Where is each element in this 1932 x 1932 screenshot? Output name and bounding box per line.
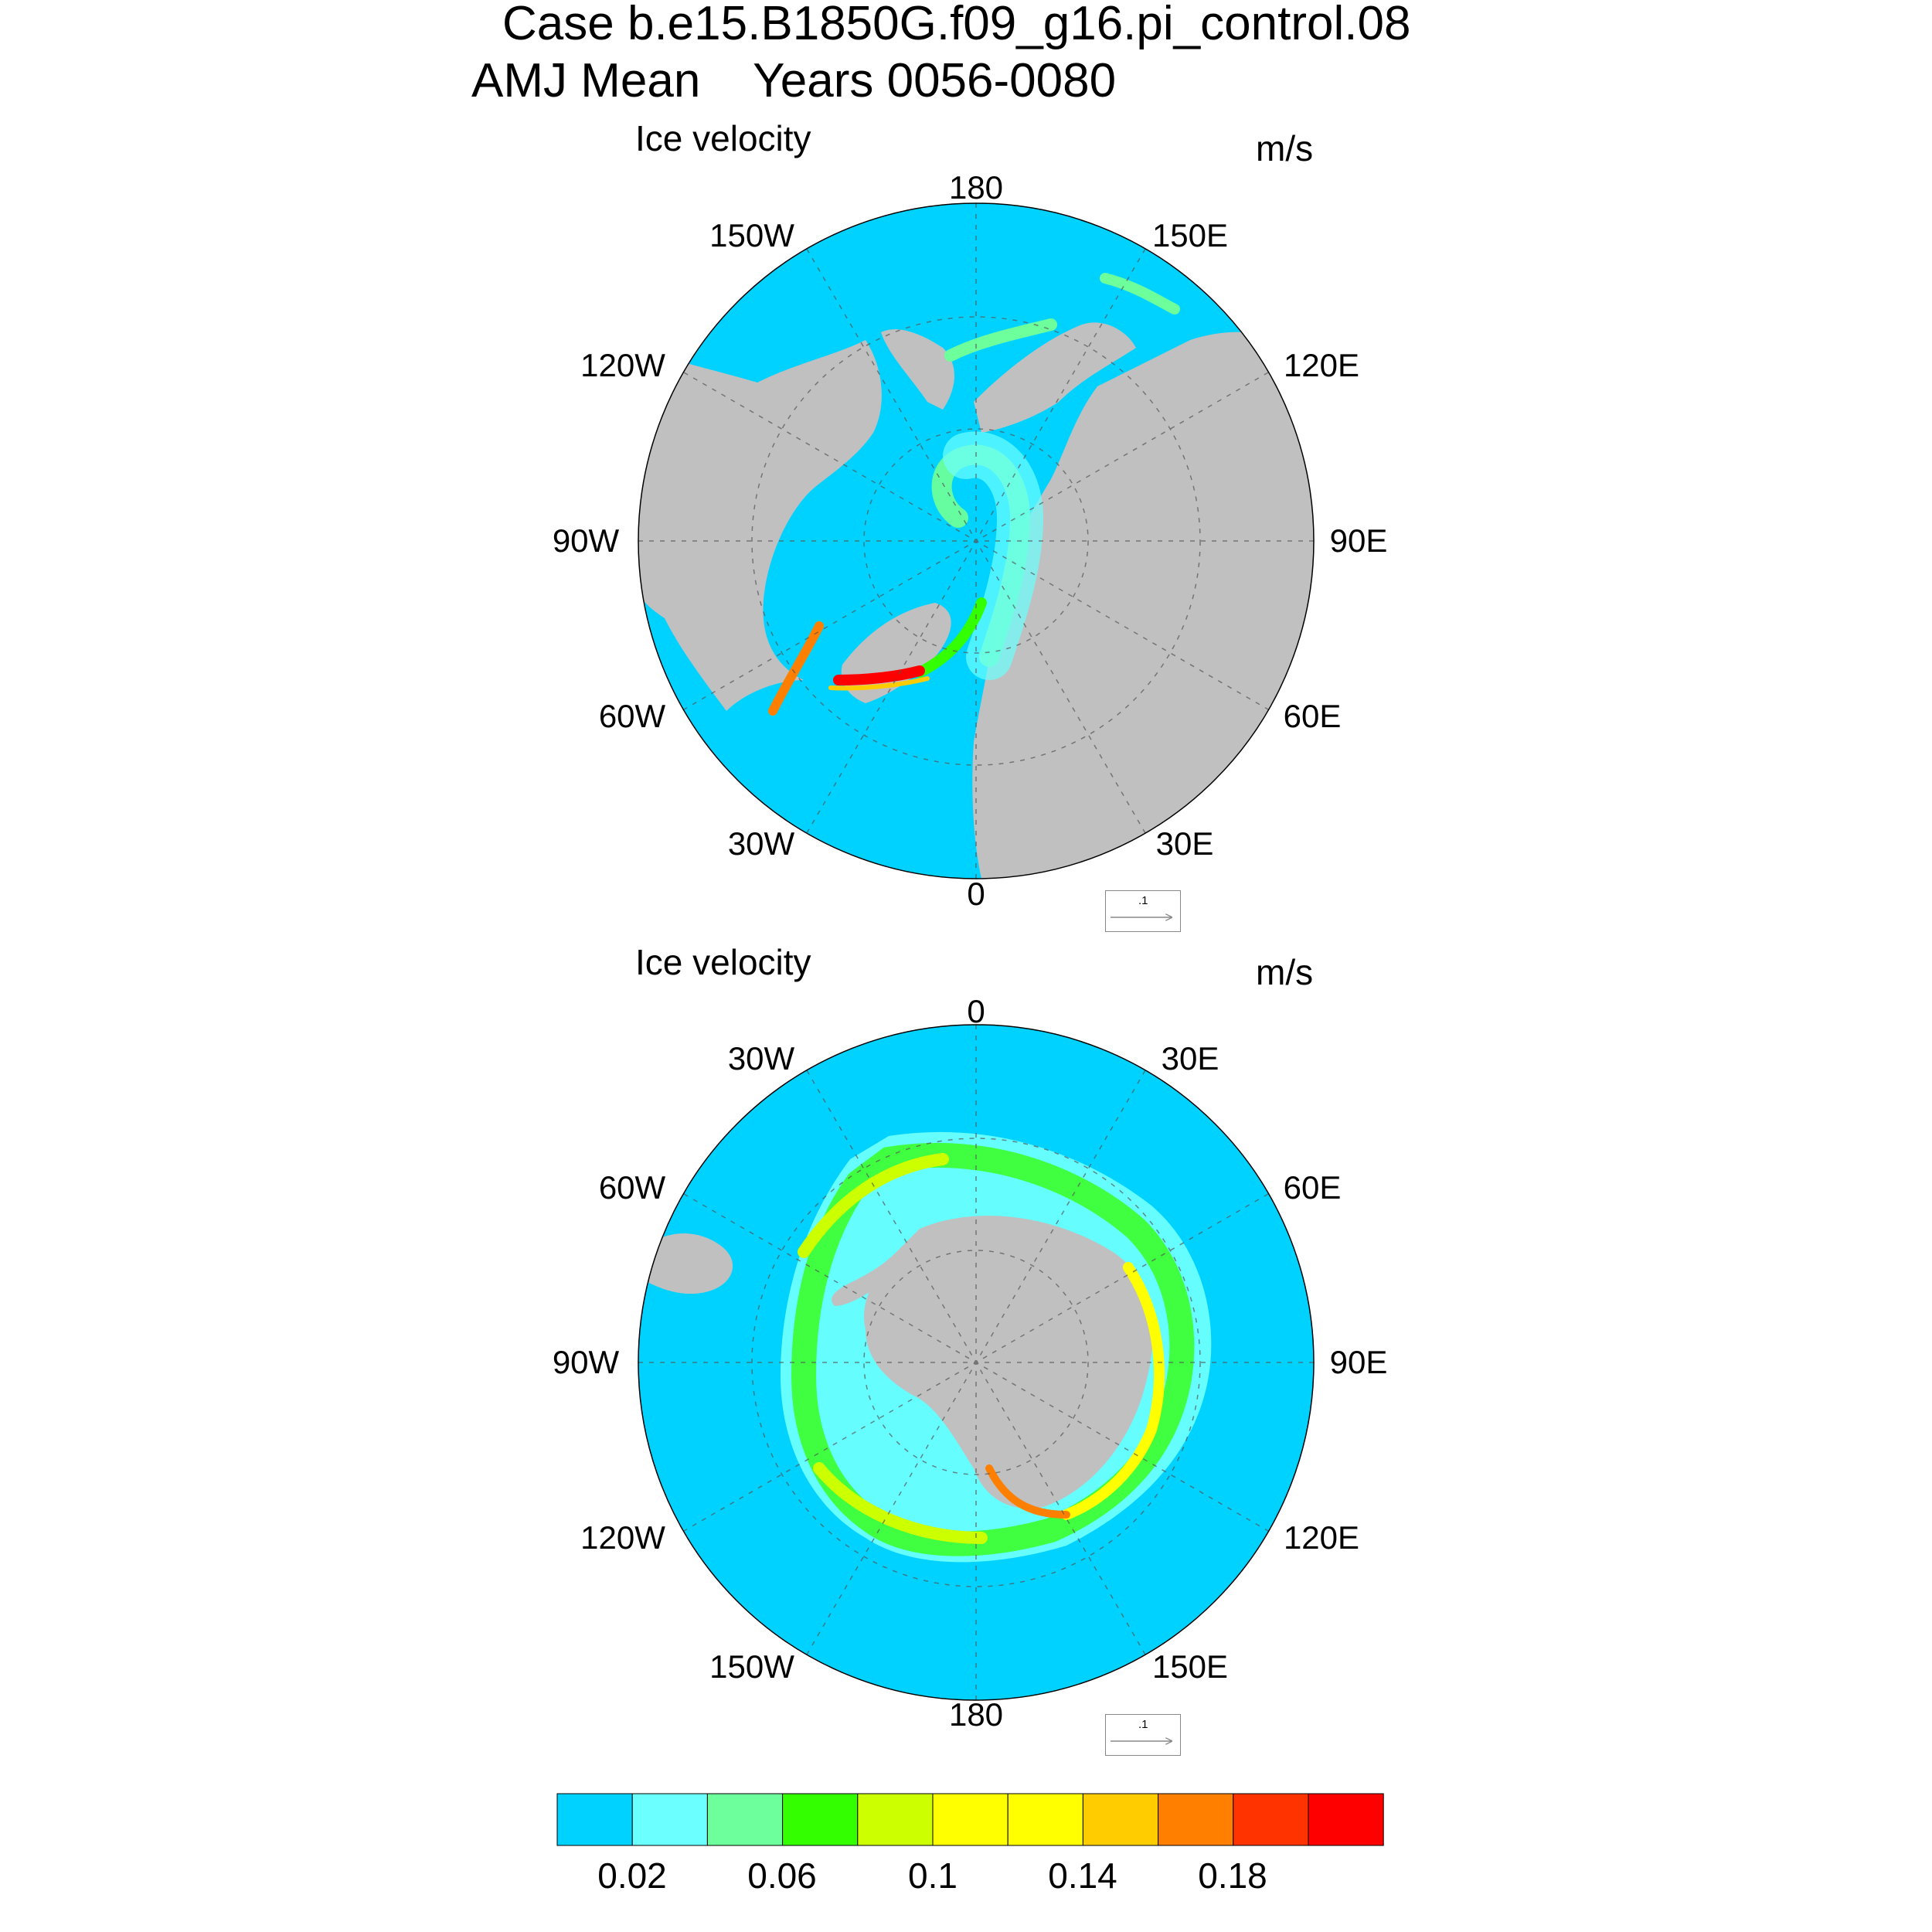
greenland-current-band — [833, 665, 925, 685]
colorbar-swatch-0 — [556, 1793, 633, 1846]
coastal-band-east — [1061, 1262, 1165, 1520]
case-title: Case b.e15.B1850G.f09_g16.pi_control.08 — [502, 0, 1411, 50]
greenland-current-edge — [828, 676, 930, 691]
north-reference-vector-box: .1 — [1105, 890, 1181, 932]
chukotka-land — [974, 322, 1136, 433]
labrador-band — [768, 621, 824, 716]
north-panel-title: Ice velocity — [635, 118, 811, 158]
colorbar-label-1: 0.06 — [747, 1855, 817, 1896]
south-lon-120e: 120E — [1283, 1519, 1360, 1556]
south-lon-120w: 120W — [580, 1519, 665, 1556]
colorbar-swatch-4 — [857, 1793, 934, 1846]
north-lon-60e: 60E — [1283, 698, 1342, 734]
north-polar-map — [638, 202, 1315, 879]
north-panel-units: m/s — [1256, 128, 1314, 168]
okhotsk-band — [1100, 273, 1180, 315]
colorbar-swatch-9 — [1233, 1793, 1309, 1846]
colorbar-swatch-2 — [706, 1793, 784, 1846]
north-lon-120w: 120W — [580, 347, 665, 383]
south-lon-90e: 90E — [1329, 1344, 1388, 1380]
north-lon-30w: 30W — [727, 825, 795, 862]
colorbar-label-3: 0.14 — [1048, 1855, 1117, 1896]
south-polar-map — [638, 1024, 1315, 1701]
south-lon-150e: 150E — [1151, 1648, 1229, 1685]
alaska-land — [881, 329, 954, 410]
south-america-land — [638, 1233, 733, 1294]
south-lon-60e: 60E — [1283, 1169, 1342, 1206]
south-lon-30e: 30E — [1161, 1040, 1219, 1077]
colorbar-swatch-1 — [631, 1793, 708, 1846]
ross-sea-band — [813, 1462, 988, 1544]
north-reference-vector-value: .1 — [1138, 894, 1148, 907]
fram-strait-band — [914, 597, 987, 678]
antarctic-peninsula-land — [832, 1252, 896, 1306]
north-lon-0: 0 — [967, 876, 985, 912]
south-lon-180: 180 — [948, 1696, 1004, 1733]
north-lon-150e: 150E — [1151, 217, 1229, 253]
north-america-land — [638, 340, 882, 711]
north-map-border — [638, 202, 1315, 879]
north-lon-150w: 150W — [709, 217, 794, 253]
colorbar-swatch-5 — [932, 1793, 1009, 1846]
north-lon-180: 180 — [948, 169, 1004, 206]
colorbar-label-4: 0.18 — [1198, 1855, 1267, 1896]
colorbar — [556, 1793, 1384, 1846]
scandinavia-land — [981, 603, 1106, 804]
transpolar-band-inner — [943, 431, 1044, 680]
north-lon-60w: 60W — [598, 698, 666, 734]
north-lon-90e: 90E — [1329, 522, 1388, 559]
colorbar-label-0: 0.02 — [597, 1855, 667, 1896]
colorbar-swatch-6 — [1007, 1793, 1083, 1846]
bering-band — [944, 318, 1057, 362]
colorbar-swatch-10 — [1308, 1793, 1384, 1846]
south-panel-title: Ice velocity — [635, 942, 811, 982]
period-title: AMJ Mean Years 0056-0080 — [471, 54, 1117, 107]
south-reference-vector-box: .1 — [1105, 1714, 1181, 1756]
colorbar-swatch-8 — [1158, 1793, 1234, 1846]
south-lon-30w: 30W — [727, 1040, 795, 1077]
south-reference-vector-value: .1 — [1138, 1718, 1148, 1731]
north-reference-arrow — [1111, 891, 1172, 931]
south-lon-90w: 90W — [552, 1344, 620, 1380]
sea-ice-green-ring — [791, 1142, 1195, 1556]
south-reference-arrow — [1111, 1715, 1172, 1755]
colorbar-swatch-3 — [782, 1793, 859, 1846]
eurasia-land — [972, 332, 1314, 879]
south-lon-150w: 150W — [709, 1648, 794, 1685]
south-lon-0: 0 — [967, 993, 985, 1029]
colorbar-label-2: 0.1 — [908, 1855, 957, 1896]
north-lon-90w: 90W — [552, 522, 620, 559]
south-lon-60w: 60W — [598, 1169, 666, 1206]
south-panel-units: m/s — [1256, 952, 1314, 992]
coastal-band-ross — [985, 1464, 1070, 1519]
south-map-border — [638, 1024, 1315, 1701]
south-graticule — [638, 1025, 1314, 1700]
colorbar-swatch-7 — [1082, 1793, 1159, 1846]
north-lon-120e: 120E — [1283, 347, 1360, 383]
north-lon-30e: 30E — [1155, 825, 1214, 862]
weddell-band — [798, 1153, 949, 1258]
north-graticule — [638, 203, 1314, 879]
